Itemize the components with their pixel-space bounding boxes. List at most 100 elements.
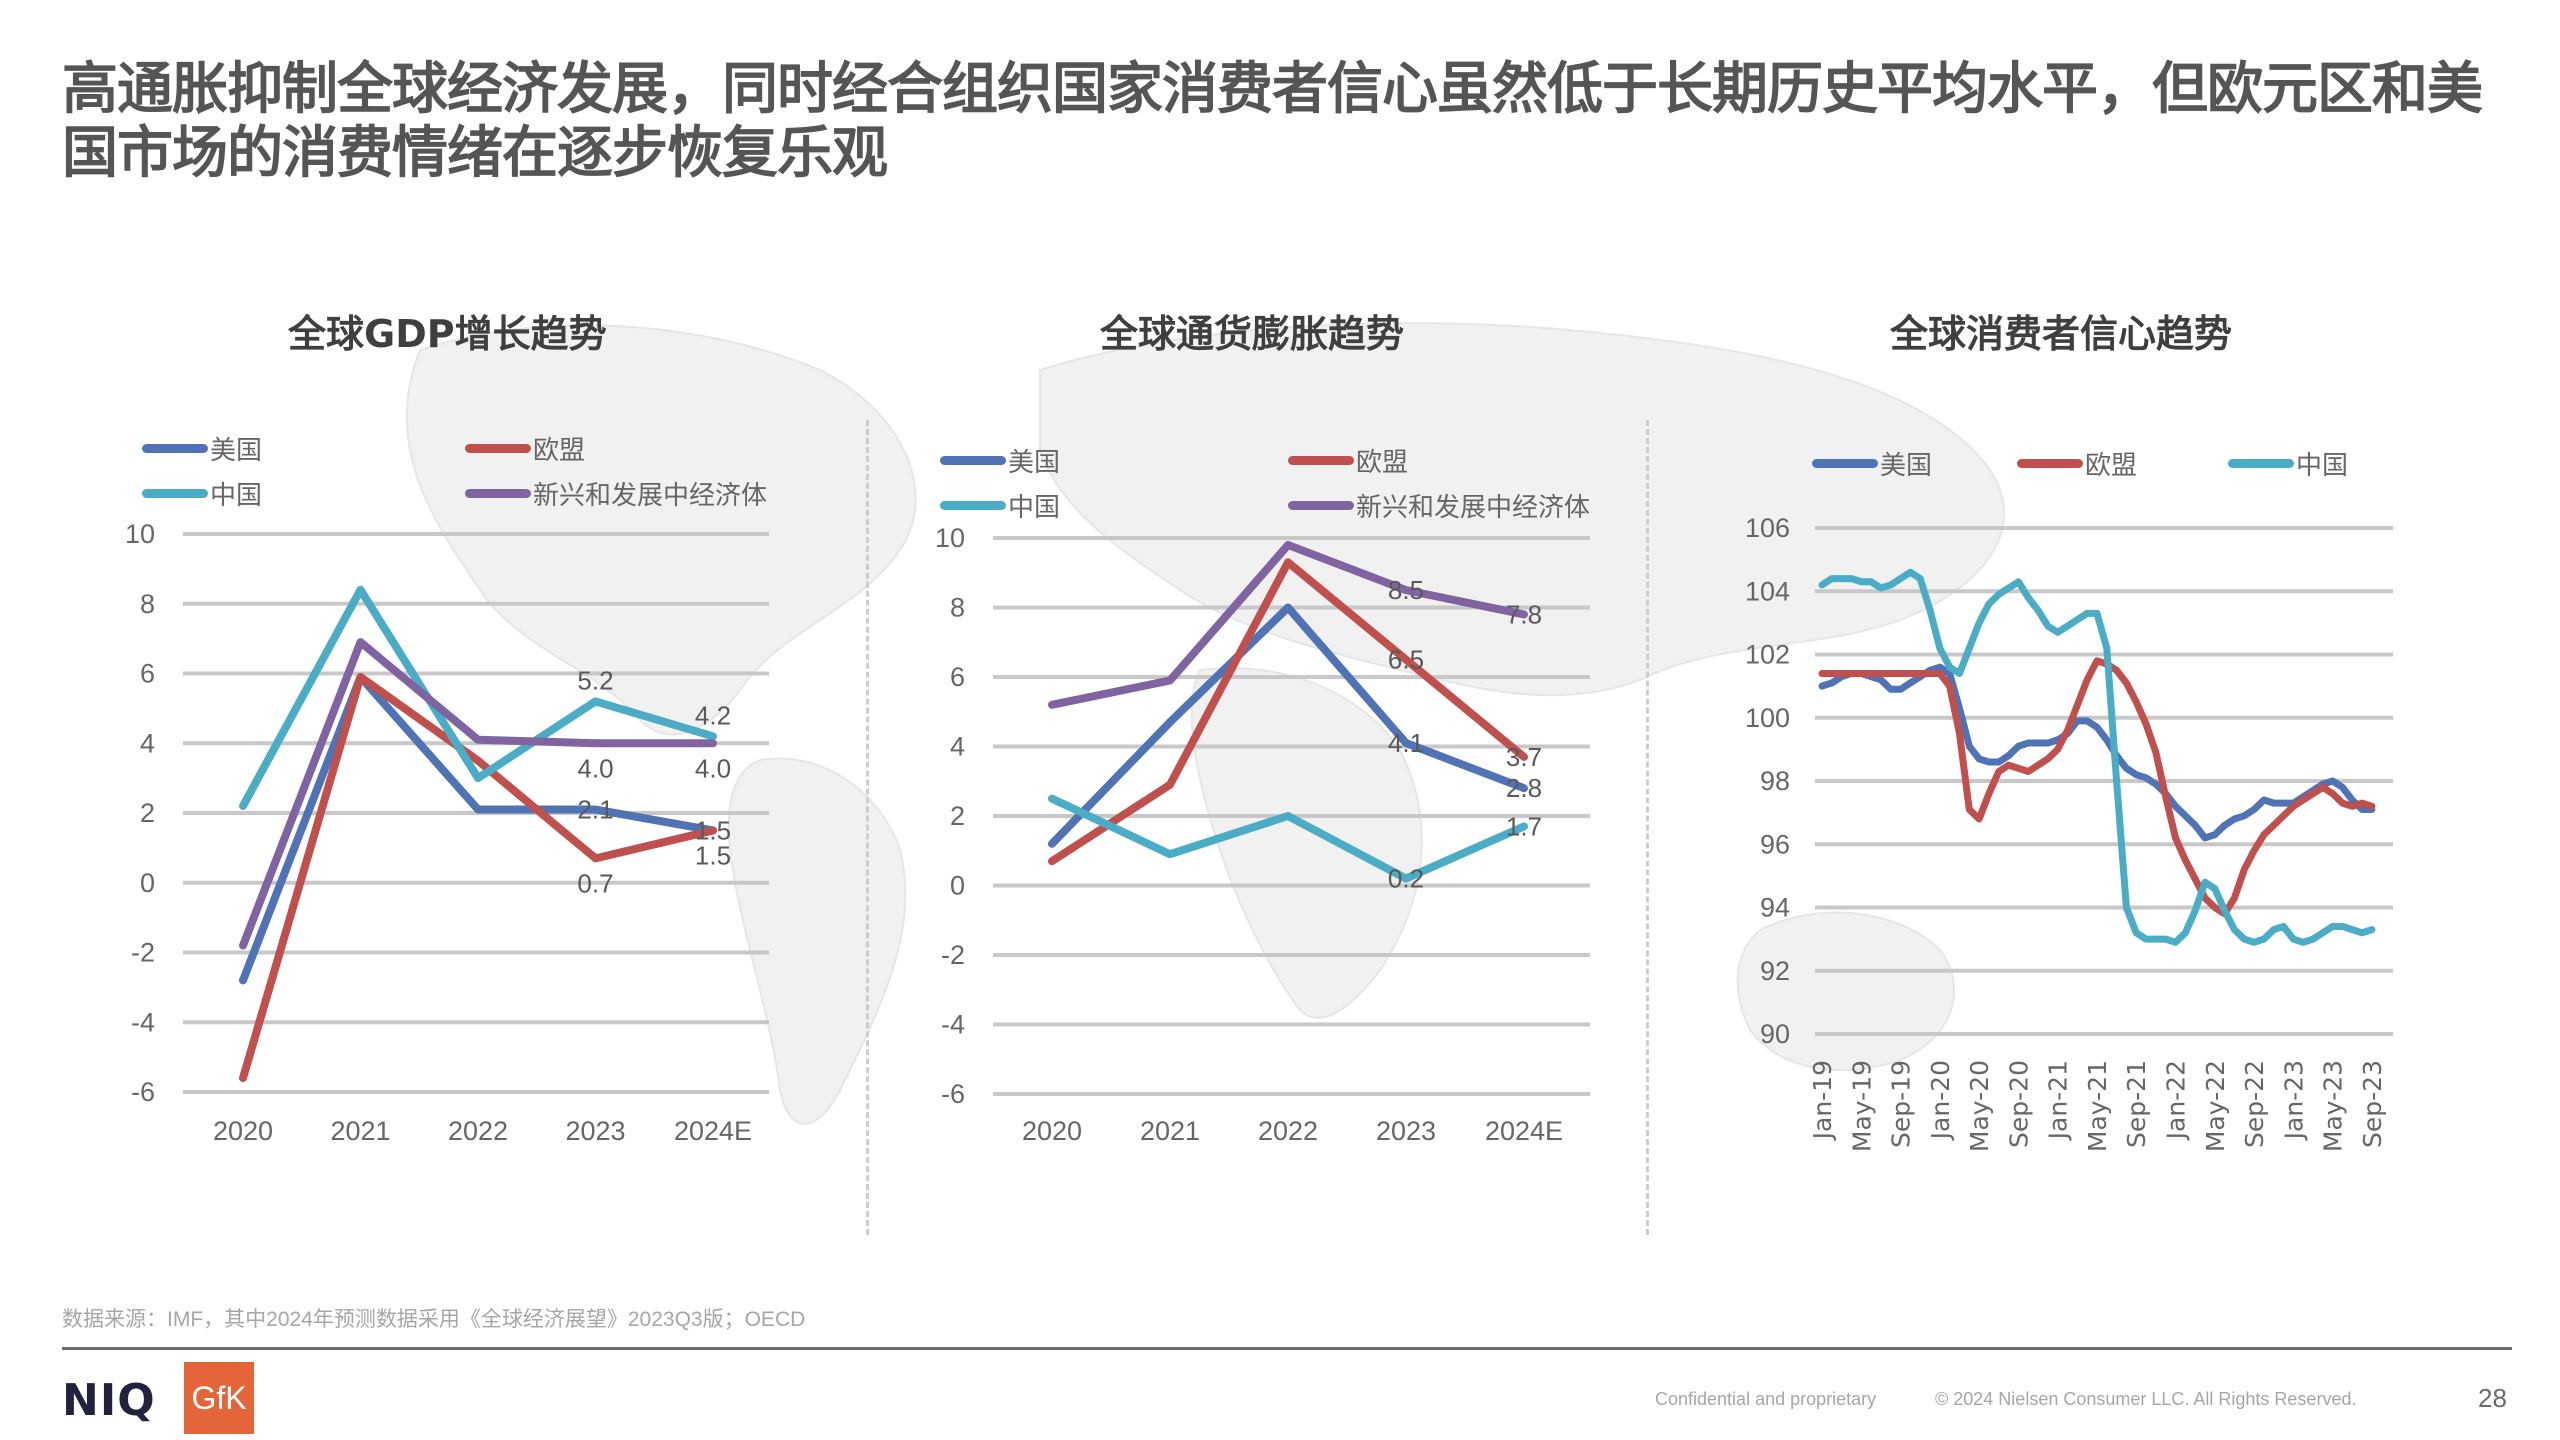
legend-swatch <box>940 501 1006 510</box>
legend-swatch <box>2017 459 2083 468</box>
chart-title-consumer-confidence: 全球消费者信心趋势 <box>1890 312 2233 356</box>
data-label: 4.0 <box>577 753 613 783</box>
legend-item-us: 美国 <box>142 430 262 467</box>
x-tick-label: 2021 <box>1140 1116 1200 1146</box>
data-label: 1.7 <box>1506 811 1542 841</box>
x-tick-label: May-19 <box>1847 1060 1876 1152</box>
y-tick-label: 2 <box>140 798 155 828</box>
series-line-us <box>239 672 717 985</box>
legend-swatch <box>142 489 208 498</box>
y-tick-label: 8 <box>140 589 155 619</box>
x-tick-label: May-23 <box>2319 1060 2348 1152</box>
y-tick-label: 92 <box>1760 956 1790 986</box>
data-label: 8.5 <box>1388 575 1424 605</box>
x-tick-label: 2020 <box>213 1116 273 1146</box>
y-tick-label: 94 <box>1760 893 1790 923</box>
legend-label: 中国 <box>1008 492 1061 522</box>
legend-swatch <box>465 444 531 453</box>
x-tick-label: May-21 <box>2083 1060 2112 1152</box>
legend-swatch <box>465 489 531 498</box>
x-tick-label: 2022 <box>1258 1116 1318 1146</box>
page-title: 高通胀抑制全球经济发展，同时经合组织国家消费者信心虽然低于长期历史平均水平，但欧… <box>62 57 2483 186</box>
gfk-logo: GfK <box>184 1362 254 1434</box>
series-line-china <box>1048 794 1528 883</box>
legend-swatch <box>1288 456 1354 465</box>
legend-item-emde: 新兴和发展中经济体 <box>465 475 767 512</box>
y-tick-label: 102 <box>1745 640 1790 670</box>
data-label: 0.7 <box>577 868 613 898</box>
world-map-background <box>405 322 2006 1125</box>
x-tick-label: May-22 <box>2201 1060 2230 1152</box>
confidential-note: Confidential and proprietary <box>1655 1389 1877 1409</box>
legend-swatch <box>940 456 1006 465</box>
legend-label: 美国 <box>1880 450 1933 480</box>
legend-item-eu: 欧盟 <box>2017 445 2137 482</box>
y-tick-label: 96 <box>1760 829 1790 859</box>
legend-label: 欧盟 <box>2085 450 2138 480</box>
x-tick-label: 2023 <box>1376 1116 1436 1146</box>
map-south-america <box>727 757 907 1125</box>
series-line-emde <box>1048 540 1528 709</box>
series-line-eu <box>239 672 717 1083</box>
data-label: 5.2 <box>577 665 613 695</box>
legend-item-us: 美国 <box>940 442 1060 479</box>
x-tick-label: Jan-22 <box>2162 1060 2191 1141</box>
x-tick-label: 2024E <box>1485 1116 1563 1146</box>
legend-item-china: 中国 <box>2228 445 2348 482</box>
series-line-eu <box>1048 558 1528 866</box>
x-tick-label: 2024E <box>674 1116 752 1146</box>
x-tick-label: Jan-21 <box>2044 1060 2073 1141</box>
niq-logo: NIQ <box>62 1375 156 1426</box>
y-tick-label: 0 <box>950 871 965 901</box>
data-label: 4.1 <box>1388 728 1424 758</box>
y-tick-label: 6 <box>140 659 155 689</box>
legend-swatch <box>1288 501 1354 510</box>
x-tick-label: 2022 <box>448 1116 508 1146</box>
y-tick-label: 90 <box>1760 1019 1790 1049</box>
legend-label: 美国 <box>1008 447 1061 477</box>
y-tick-label: 10 <box>125 519 155 549</box>
y-tick-label: -2 <box>941 940 965 970</box>
y-tick-label: -2 <box>131 938 155 968</box>
y-tick-label: 4 <box>140 728 155 758</box>
chart-divider <box>866 420 869 1235</box>
x-tick-label: Sep-19 <box>1887 1060 1916 1148</box>
chart-divider <box>1646 420 1649 1235</box>
legend-label: 新兴和发展中经济体 <box>533 480 768 510</box>
data-label: 7.8 <box>1506 599 1542 629</box>
map-australia <box>1736 911 1956 1071</box>
chart-title-inflation: 全球通货膨胀趋势 <box>1100 312 1405 356</box>
x-tick-label: Jan-23 <box>2279 1060 2308 1141</box>
y-tick-label: 10 <box>935 523 965 553</box>
legend-label: 欧盟 <box>1356 447 1409 477</box>
footer-divider <box>62 1347 2512 1350</box>
legend-label: 新兴和发展中经济体 <box>1356 492 1591 522</box>
y-tick-label: -4 <box>131 1007 155 1037</box>
x-tick-label: Sep-21 <box>2122 1060 2151 1148</box>
legend-item-us: 美国 <box>1812 445 1932 482</box>
series-line-china <box>1818 568 2376 946</box>
data-label: 1.5 <box>695 815 731 845</box>
series-line-china <box>239 585 717 811</box>
x-tick-label: Sep-20 <box>2004 1060 2033 1148</box>
x-tick-label: Jan-19 <box>1808 1060 1837 1141</box>
legend-item-china: 中国 <box>940 487 1060 524</box>
chart-title-gdp: 全球GDP增长趋势 <box>288 312 607 356</box>
legend-label: 美国 <box>210 435 263 465</box>
data-source-note: 数据来源：IMF，其中2024年预测数据采用《全球经济展望》2023Q3版；OE… <box>62 1308 806 1331</box>
data-label: 2.1 <box>577 795 613 825</box>
legend-item-eu: 欧盟 <box>1288 442 1408 479</box>
y-tick-label: -4 <box>941 1010 965 1040</box>
y-tick-label: 0 <box>140 868 155 898</box>
series-line-us <box>1048 603 1528 848</box>
y-tick-label: 100 <box>1745 703 1790 733</box>
y-tick-label: 106 <box>1745 513 1790 543</box>
y-tick-label: -6 <box>941 1079 965 1109</box>
data-label: 4.2 <box>695 700 731 730</box>
y-tick-label: 98 <box>1760 766 1790 796</box>
legend-item-eu: 欧盟 <box>465 430 585 467</box>
legend-swatch <box>2228 459 2294 468</box>
